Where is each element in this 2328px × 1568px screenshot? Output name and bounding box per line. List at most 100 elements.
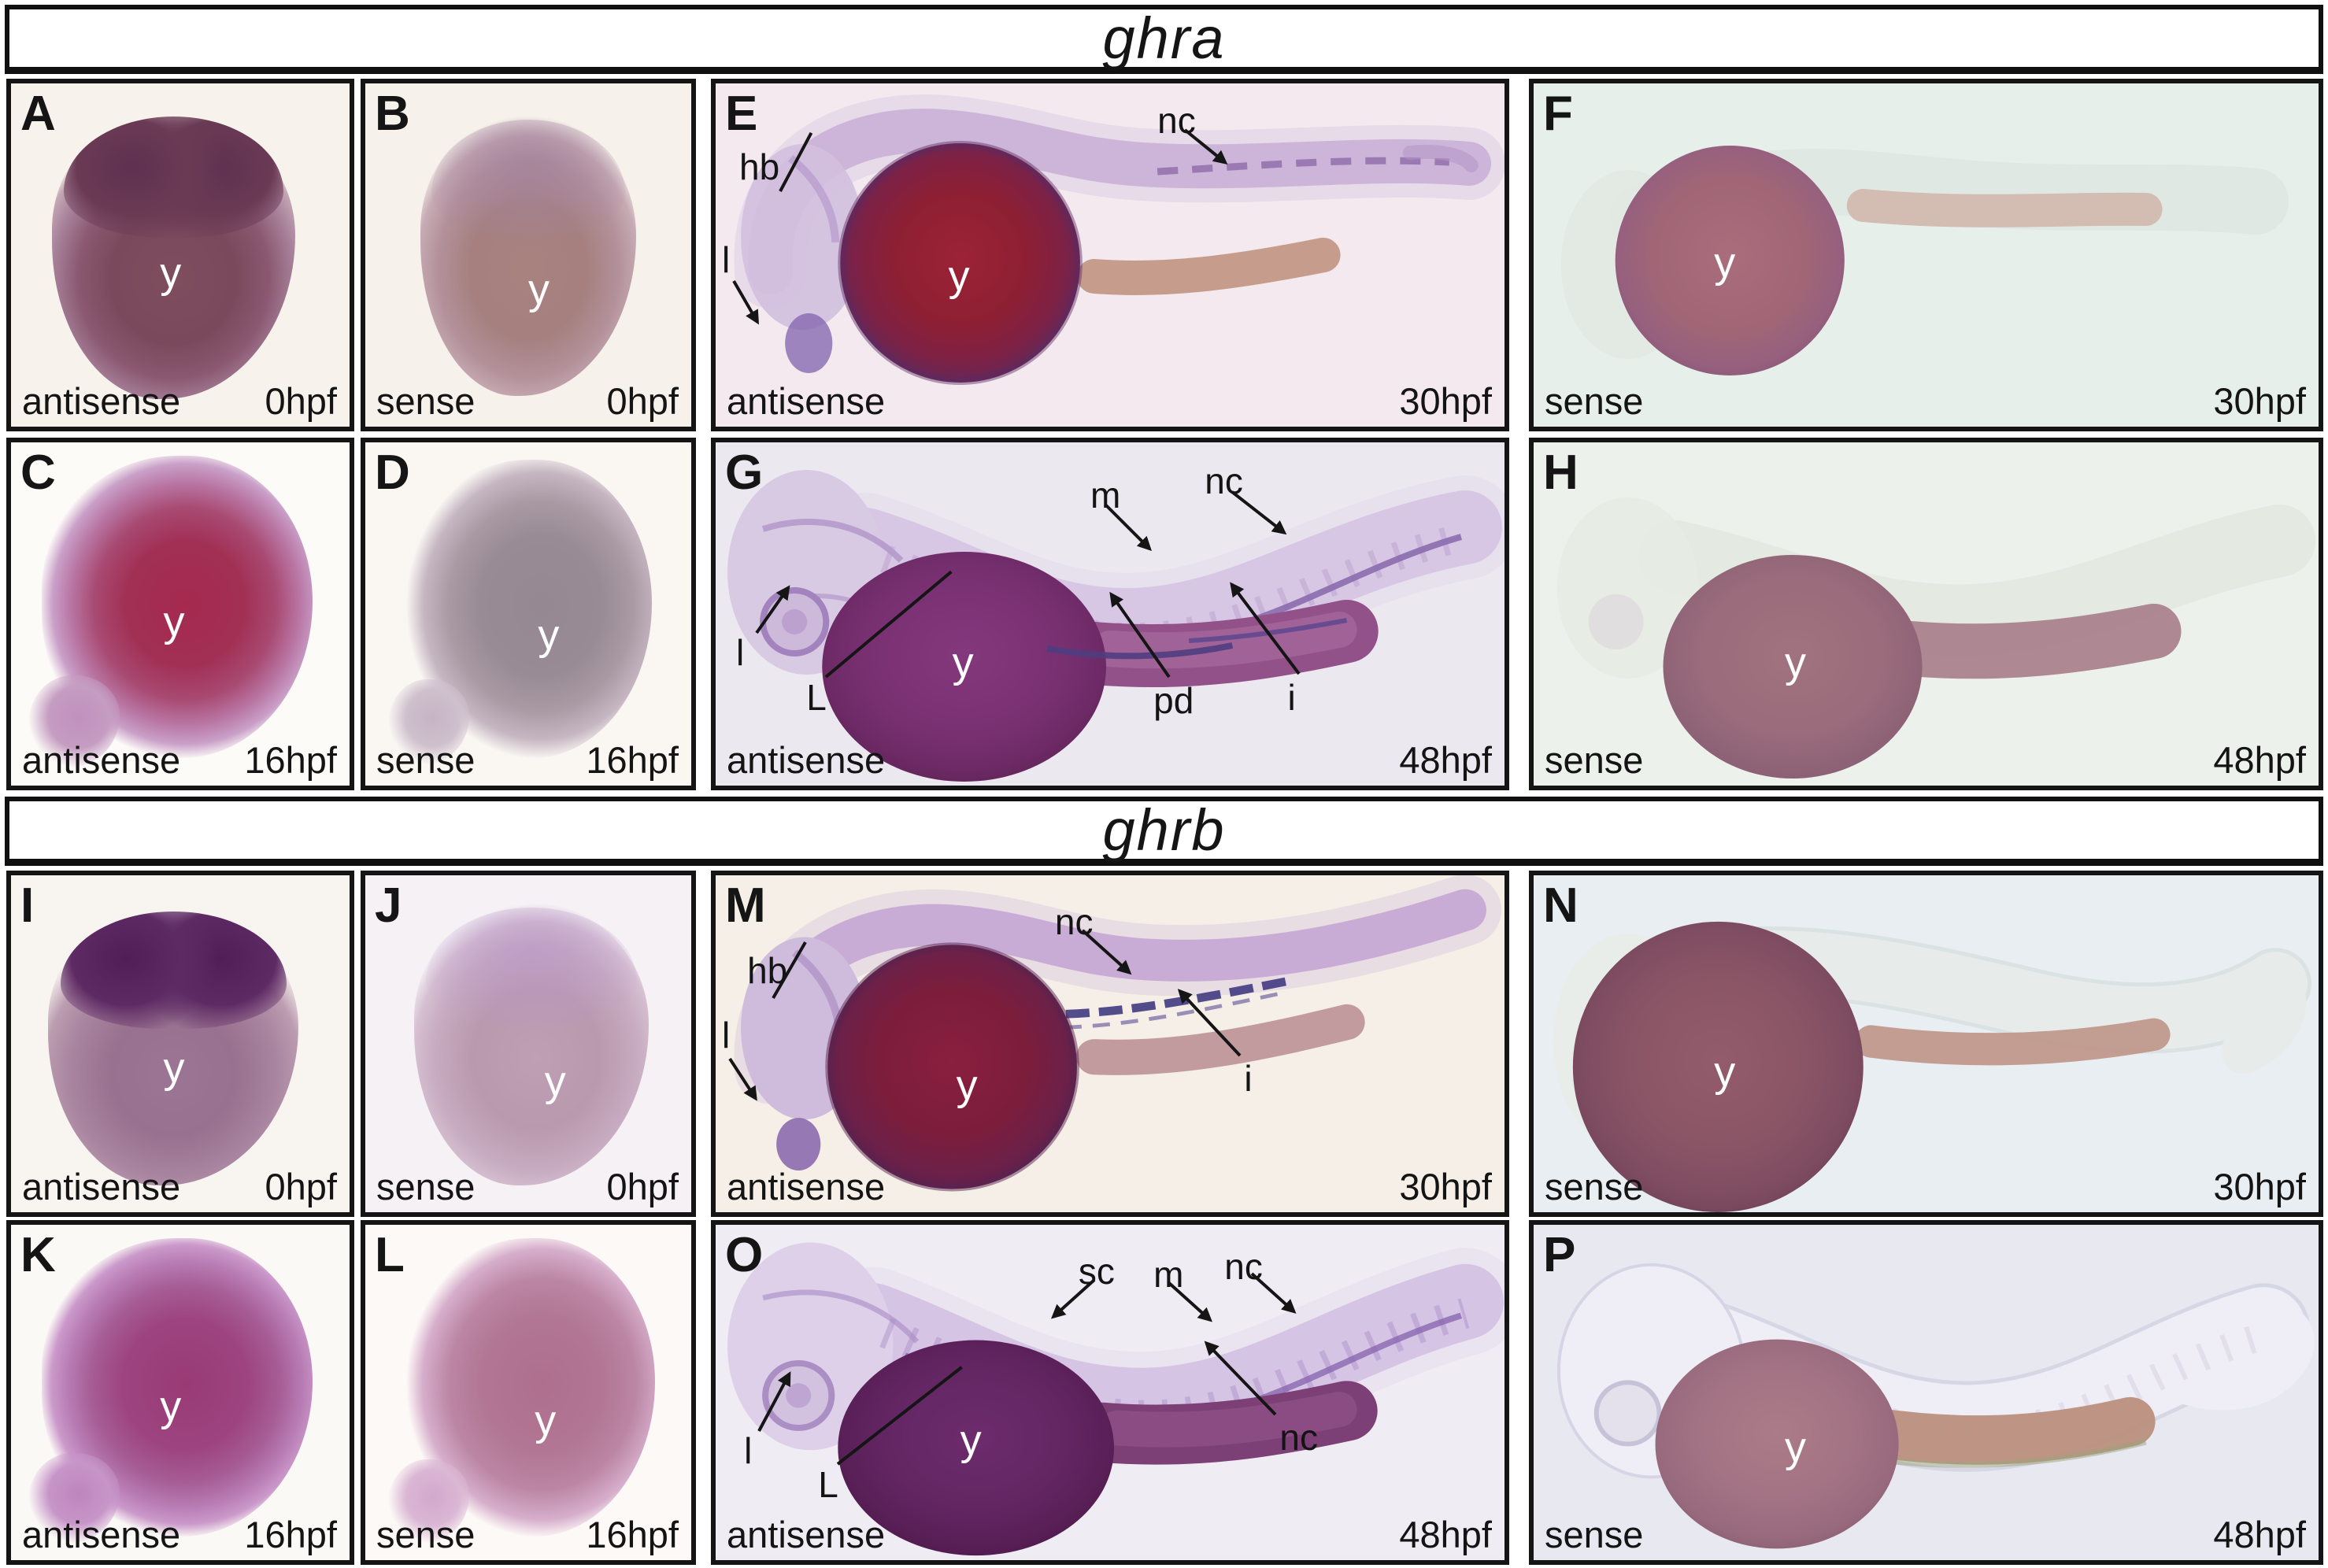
probe-label-p: sense — [1545, 1513, 1644, 1555]
embryo-i — [48, 905, 299, 1185]
panel-letter-f: F — [1543, 87, 1573, 141]
annotation-yolk-g: y — [952, 638, 974, 686]
panel-letter-c: C — [20, 446, 56, 500]
annotation-pronephric-duct-g: pd — [1153, 680, 1194, 722]
stage-label-i: 0hpf — [265, 1165, 337, 1207]
panel-letter-a: A — [20, 87, 56, 141]
annotation-notochord-top-o: nc — [1224, 1245, 1263, 1287]
panel-letter-i: I — [20, 878, 35, 933]
stage-label-p: 48hpf — [2213, 1513, 2306, 1555]
probe-label-a: antisense — [22, 379, 181, 422]
probe-label-f: sense — [1545, 379, 1644, 422]
annotation-spinal-cord-o: sc — [1078, 1251, 1115, 1292]
probe-label-m: antisense — [727, 1165, 886, 1207]
micrograph-c: C y antisense 16hpf — [11, 442, 350, 786]
embryo-e — [734, 94, 1505, 385]
panel-letter-h: H — [1543, 446, 1579, 500]
panel-letter-b: B — [375, 87, 410, 141]
panel-b: B y sense 0hpf — [361, 79, 696, 431]
annotation-liver-m: l — [722, 1014, 731, 1056]
annotation-yolk-m: y — [956, 1061, 978, 1109]
gene-name-ghrb: ghrb — [1102, 797, 1226, 863]
panel-letter-o: O — [725, 1228, 764, 1282]
probe-label-h: sense — [1545, 738, 1644, 781]
micrograph-k: K y antisense 16hpf — [11, 1225, 350, 1560]
panel-c: C y antisense 16hpf — [6, 438, 354, 790]
embryo-f — [1560, 146, 2289, 375]
stage-label-h: 48hpf — [2213, 738, 2306, 781]
panel-m: M hb l nc i y antisense 30hpf — [711, 871, 1509, 1217]
annotation-yolk-b: y — [528, 266, 550, 314]
annotation-intestine-g: i — [1287, 676, 1296, 718]
annotation-yolk-h: y — [1785, 638, 1807, 686]
stage-label-m: 30hpf — [1399, 1165, 1492, 1207]
panel-letter-n: N — [1543, 878, 1579, 933]
probe-label-c: antisense — [22, 738, 181, 781]
embryo-m — [734, 875, 1501, 1192]
embryo-o — [727, 1242, 1505, 1556]
panel-n: N y sense 30hpf — [1529, 871, 2323, 1217]
section-title-ghra: ghra — [5, 5, 2323, 74]
panel-d: D y sense 16hpf — [361, 438, 696, 790]
embryo-n — [1553, 921, 2312, 1212]
annotation-yolk-c: y — [163, 597, 185, 645]
annotation-lens-o: l — [744, 1430, 753, 1472]
micrograph-m: M hb l nc i y antisense 30hpf — [716, 875, 1505, 1212]
micrograph-f: F y sense 30hpf — [1534, 83, 2319, 427]
micrograph-h: H y sense 48hpf — [1534, 442, 2319, 786]
stage-label-c: 16hpf — [244, 738, 337, 781]
probe-label-o: antisense — [727, 1513, 886, 1555]
probe-label-j: sense — [376, 1165, 476, 1207]
probe-label-i: antisense — [22, 1165, 181, 1207]
stage-label-k: 16hpf — [244, 1513, 337, 1555]
panel-letter-l: L — [375, 1228, 405, 1282]
probe-label-e: antisense — [727, 379, 886, 422]
embryo-h — [1556, 497, 2316, 778]
annotation-liver-g: L — [806, 676, 827, 718]
micrograph-g: G l L y m nc pd i antisense 48hpf — [716, 442, 1505, 786]
annotation-yolk-k: y — [160, 1383, 182, 1431]
annotation-liver-e: l — [722, 239, 731, 280]
probe-label-n: sense — [1545, 1165, 1644, 1207]
annotation-intestine-m: i — [1244, 1058, 1253, 1100]
section-title-ghrb: ghrb — [5, 797, 2323, 866]
panel-l: L y sense 16hpf — [361, 1220, 696, 1565]
probe-label-b: sense — [376, 379, 476, 422]
panel-f: F y sense 30hpf — [1529, 79, 2323, 431]
stage-label-l: 16hpf — [586, 1513, 679, 1555]
panel-h: H y sense 48hpf — [1529, 438, 2323, 790]
annotation-lens-g: l — [736, 632, 745, 674]
annotation-yolk-o: y — [960, 1417, 982, 1465]
panel-p: P y sense 48hpf — [1529, 1220, 2323, 1565]
panel-letter-m: M — [725, 878, 766, 933]
annotation-yolk-e: y — [948, 253, 970, 300]
stage-label-a: 0hpf — [265, 379, 337, 422]
annotation-notochord-bottom-o: nc — [1279, 1417, 1319, 1459]
annotation-notochord-e: nc — [1157, 99, 1196, 141]
panel-letter-d: D — [375, 446, 410, 500]
annotation-yolk-f: y — [1714, 239, 1736, 287]
panel-i: I y antisense 0hpf — [6, 871, 354, 1217]
annotation-yolk-l: y — [535, 1396, 557, 1444]
micrograph-a: A y antisense 0hpf — [11, 83, 350, 427]
stage-label-f: 30hpf — [2213, 379, 2306, 422]
micrograph-i: I y antisense 0hpf — [11, 875, 350, 1212]
stage-label-e: 30hpf — [1399, 379, 1492, 422]
annotation-yolk-i: y — [163, 1045, 185, 1093]
panel-letter-e: E — [725, 87, 758, 141]
annotation-liver-o: L — [818, 1463, 838, 1505]
probe-label-g: antisense — [727, 738, 886, 781]
panel-o: O sc m nc nc l L y antisense 48hpf — [711, 1220, 1509, 1565]
probe-label-d: sense — [376, 738, 476, 781]
panel-k: K y antisense 16hpf — [6, 1220, 354, 1565]
embryo-p — [1556, 1263, 2315, 1549]
annotation-yolk-d: y — [538, 612, 560, 659]
embryo-a — [51, 110, 296, 400]
annotation-myotome-g: m — [1090, 474, 1121, 516]
panel-j: J y sense 0hpf — [361, 871, 696, 1217]
micrograph-b: B y sense 0hpf — [365, 83, 691, 427]
micrograph-o: O sc m nc nc l L y antisense 48hpf — [716, 1225, 1505, 1560]
annotation-notochord-g: nc — [1205, 460, 1243, 502]
panel-letter-p: P — [1543, 1228, 1576, 1282]
